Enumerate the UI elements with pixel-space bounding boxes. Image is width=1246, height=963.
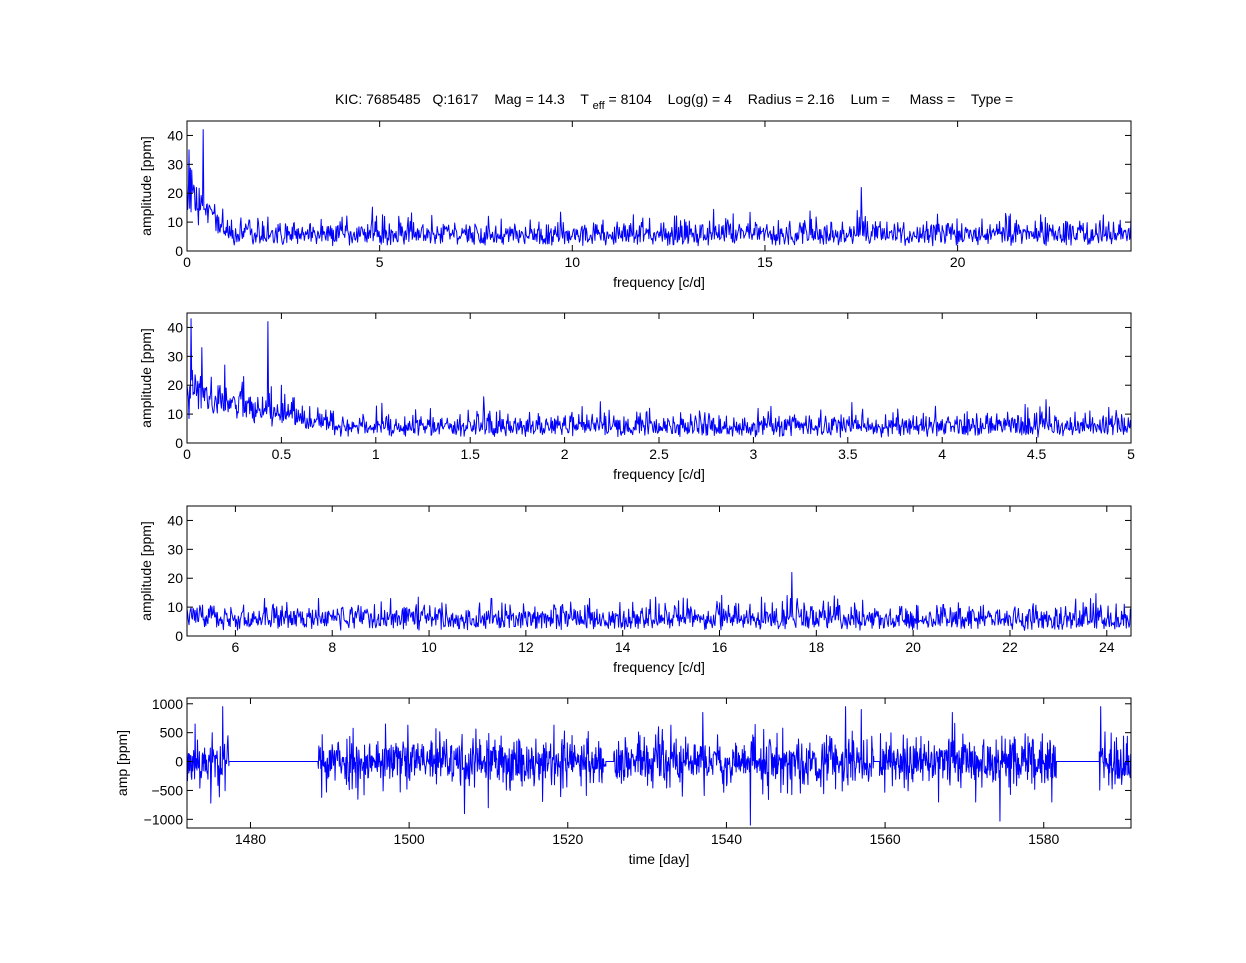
series-line-2 xyxy=(187,318,1131,438)
y-tick-label: 20 xyxy=(167,570,183,586)
y-axis-label: amp [ppm] xyxy=(114,730,130,796)
title-type: Type = xyxy=(971,91,1013,107)
x-tick-label: 8 xyxy=(328,639,336,655)
x-tick-label: 1540 xyxy=(711,831,742,847)
x-tick-label: 4.5 xyxy=(1027,446,1047,462)
x-tick-label: 22 xyxy=(1002,639,1018,655)
x-axis-label: frequency [c/d] xyxy=(613,274,705,290)
plot-frame-1 xyxy=(186,120,1132,252)
y-tick-label: 0 xyxy=(175,754,183,770)
y-tick-label: 30 xyxy=(167,541,183,557)
title-mag: Mag = 14.3 xyxy=(494,91,565,107)
x-axis-label: time [day] xyxy=(629,851,690,867)
title-mass: Mass = xyxy=(910,91,956,107)
x-tick-label: 0 xyxy=(183,446,191,462)
x-tick-label: 1520 xyxy=(552,831,583,847)
plot-frame-4 xyxy=(186,697,1132,829)
x-tick-label: 20 xyxy=(905,639,921,655)
panel-1: 0 5 10 15 20 0 10 20 30 40 frequency [c/d] amplitud… xyxy=(138,120,1132,290)
y-tick-label: 0 xyxy=(175,243,183,259)
x-tick-label: 10 xyxy=(421,639,437,655)
title-radius: Radius = 2.16 xyxy=(748,91,835,107)
x-tick-label: 18 xyxy=(809,639,825,655)
series-line-4 xyxy=(187,706,1131,826)
plot-frame-3 xyxy=(186,505,1132,637)
x-tick-label: 6 xyxy=(232,639,240,655)
y-tick-label: 0 xyxy=(175,628,183,644)
y-tick-label: 40 xyxy=(167,319,183,335)
x-tick-label: 5 xyxy=(376,254,384,270)
title-teff-sub: eff xyxy=(593,100,606,112)
title-teff-value: = 8104 xyxy=(609,91,652,107)
x-tick-label: 3.5 xyxy=(838,446,858,462)
x-tick-label: 24 xyxy=(1099,639,1115,655)
x-tick-label: 1480 xyxy=(235,831,266,847)
x-tick-label: 15 xyxy=(757,254,773,270)
series-line-3 xyxy=(187,571,1131,631)
x-tick-label: 4 xyxy=(938,446,946,462)
title-logg: Log(g) = 4 xyxy=(668,91,732,107)
x-tick-label: 0.5 xyxy=(272,446,292,462)
y-tick-label: 30 xyxy=(167,348,183,364)
y-tick-label: 10 xyxy=(167,214,183,230)
y-tick-label: 20 xyxy=(167,185,183,201)
panel-3: 6 8 10 12 14 16 18 20 22 24 0 10 20 30 40 frequency [c/… xyxy=(138,505,1132,675)
x-tick-label: 20 xyxy=(950,254,966,270)
x-tick-label: 1560 xyxy=(870,831,901,847)
title-quarter: Q:1617 xyxy=(433,91,479,107)
y-tick-label: 10 xyxy=(167,406,183,422)
x-tick-label: 1 xyxy=(372,446,380,462)
y-axis-label: amplitude [ppm] xyxy=(138,521,154,621)
figure-title: KIC: 7685485 Q:1617 Mag = 14.3 T eff = 8… xyxy=(335,91,1013,112)
title-kic: KIC: 7685485 xyxy=(335,91,421,107)
y-tick-label: 1000 xyxy=(152,696,183,712)
y-tick-label: 40 xyxy=(167,127,183,143)
y-tick-label: −500 xyxy=(151,782,183,798)
panel-4: 1480 1500 1520 1540 1560 1580 −1000 −500 0 500 100… xyxy=(114,696,1132,867)
y-tick-label: 10 xyxy=(167,599,183,615)
title-teff-prefix: T xyxy=(580,91,589,107)
title-lum: Lum = xyxy=(850,91,889,107)
x-tick-label: 14 xyxy=(615,639,631,655)
x-tick-label: 3 xyxy=(750,446,758,462)
y-tick-label: 0 xyxy=(175,435,183,451)
series-line-1 xyxy=(187,129,1131,247)
y-tick-label: 500 xyxy=(160,725,184,741)
x-tick-label: 10 xyxy=(565,254,581,270)
y-tick-label: −1000 xyxy=(144,811,184,827)
y-axis-label: amplitude [ppm] xyxy=(138,328,154,428)
x-tick-label: 1580 xyxy=(1028,831,1059,847)
x-tick-label: 1.5 xyxy=(460,446,480,462)
x-axis-label: frequency [c/d] xyxy=(613,466,705,482)
x-axis-label: frequency [c/d] xyxy=(613,659,705,675)
x-tick-label: 1500 xyxy=(394,831,425,847)
x-tick-label: 5 xyxy=(1127,446,1135,462)
x-tick-label: 0 xyxy=(183,254,191,270)
y-tick-label: 20 xyxy=(167,377,183,393)
panel-2: 0 0.5 1 1.5 2 2.5 3 3.5 4 4.5 5 0 10 20 30 40 frequency … xyxy=(138,312,1135,482)
x-tick-label: 16 xyxy=(712,639,728,655)
x-tick-label: 12 xyxy=(518,639,534,655)
y-tick-label: 30 xyxy=(167,156,183,172)
y-axis-label: amplitude [ppm] xyxy=(138,136,154,236)
x-tick-label: 2 xyxy=(561,446,569,462)
y-tick-label: 40 xyxy=(167,512,183,528)
x-tick-label: 2.5 xyxy=(649,446,669,462)
